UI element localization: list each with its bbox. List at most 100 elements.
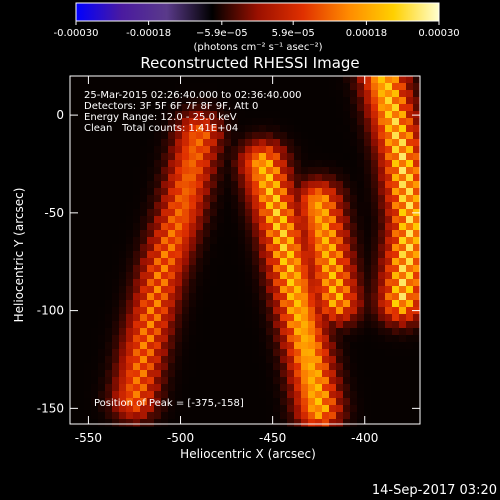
heatmap-cell — [217, 188, 225, 196]
heatmap-cell — [343, 167, 351, 175]
heatmap-cell — [329, 251, 337, 259]
heatmap-cell — [357, 153, 365, 161]
heatmap-cell — [238, 209, 246, 217]
heatmap-cell — [182, 391, 190, 399]
heatmap-cell — [287, 202, 295, 210]
heatmap-cell — [406, 125, 414, 133]
heatmap-cell — [77, 111, 85, 119]
heatmap-cell — [301, 335, 309, 343]
heatmap-cell — [182, 412, 190, 420]
heatmap-cell — [343, 335, 351, 343]
heatmap-cell — [336, 279, 344, 287]
heatmap-cell — [203, 146, 211, 154]
heatmap-cell — [378, 160, 386, 168]
heatmap-cell — [308, 230, 316, 238]
heatmap-cell — [168, 230, 176, 238]
heatmap-cell — [259, 356, 267, 364]
heatmap-cell — [231, 405, 239, 413]
heatmap-cell — [322, 286, 330, 294]
heatmap-cell — [105, 244, 113, 252]
heatmap-cell — [245, 202, 253, 210]
heatmap-cell — [175, 419, 183, 427]
heatmap-cell — [133, 307, 141, 315]
heatmap-cell — [224, 328, 232, 336]
heatmap-cell — [161, 181, 169, 189]
heatmap-cell — [203, 342, 211, 350]
heatmap-cell — [322, 174, 330, 182]
heatmap-cell — [126, 139, 134, 147]
heatmap-cell — [392, 160, 400, 168]
heatmap-cell — [350, 307, 358, 315]
heatmap-cell — [126, 181, 134, 189]
heatmap-cell — [133, 146, 141, 154]
heatmap-cell — [266, 384, 274, 392]
heatmap-cell — [119, 349, 127, 357]
heatmap-cell — [259, 90, 267, 98]
heatmap-cell — [140, 167, 148, 175]
heatmap-cell — [203, 251, 211, 259]
heatmap-cell — [385, 321, 393, 329]
heatmap-cell — [343, 195, 351, 203]
heatmap-cell — [112, 111, 120, 119]
heatmap-cell — [378, 83, 386, 91]
heatmap-cell — [266, 90, 274, 98]
heatmap-cell — [210, 174, 218, 182]
heatmap-cell — [266, 174, 274, 182]
heatmap-cell — [126, 202, 134, 210]
heatmap-cell — [77, 216, 85, 224]
heatmap-cell — [154, 111, 162, 119]
heatmap-cell — [252, 279, 260, 287]
heatmap-cell — [315, 419, 323, 427]
heatmap-cell — [329, 279, 337, 287]
heatmap-cell — [112, 419, 120, 427]
heatmap-cell — [343, 279, 351, 287]
heatmap-cell — [217, 174, 225, 182]
heatmap-cell — [147, 412, 155, 420]
heatmap-cell — [259, 412, 267, 420]
heatmap-cell — [343, 412, 351, 420]
heatmap-cell — [364, 160, 372, 168]
heatmap-cell — [126, 391, 134, 399]
heatmap-cell — [350, 83, 358, 91]
heatmap-cell — [154, 356, 162, 364]
heatmap-cell — [357, 209, 365, 217]
heatmap-cell — [168, 398, 176, 406]
heatmap-cell — [224, 272, 232, 280]
heatmap-cell — [140, 230, 148, 238]
heatmap-cell — [154, 237, 162, 245]
heatmap-cell — [210, 132, 218, 140]
heatmap-cell — [238, 419, 246, 427]
heatmap-cell — [252, 377, 260, 385]
heatmap-cell — [294, 244, 302, 252]
heatmap-cell — [336, 349, 344, 357]
heatmap-cell — [98, 146, 106, 154]
y-tick-label: 0 — [56, 108, 64, 122]
heatmap-cell — [238, 391, 246, 399]
heatmap-cell — [161, 314, 169, 322]
heatmap-cell — [154, 335, 162, 343]
heatmap-cell — [364, 90, 372, 98]
heatmap-cell — [203, 335, 211, 343]
heatmap-cell — [147, 216, 155, 224]
heatmap-cell — [259, 216, 267, 224]
heatmap-cell — [112, 195, 120, 203]
heatmap-cell — [217, 181, 225, 189]
heatmap-cell — [336, 209, 344, 217]
heatmap-cell — [168, 293, 176, 301]
heatmap-cell — [98, 363, 106, 371]
heatmap-cell — [315, 76, 323, 84]
heatmap-cell — [343, 111, 351, 119]
heatmap-cell — [273, 391, 281, 399]
heatmap-cell — [98, 104, 106, 112]
heatmap-cell — [168, 167, 176, 175]
heatmap-cell — [168, 216, 176, 224]
heatmap-cell — [336, 258, 344, 266]
heatmap-cell — [280, 293, 288, 301]
heatmap-cell — [140, 391, 148, 399]
heatmap-cell — [322, 223, 330, 231]
heatmap-cell — [322, 398, 330, 406]
heatmap-cell — [175, 216, 183, 224]
heatmap-cell — [84, 328, 92, 336]
heatmap-cell — [245, 97, 253, 105]
heatmap-cell — [182, 377, 190, 385]
